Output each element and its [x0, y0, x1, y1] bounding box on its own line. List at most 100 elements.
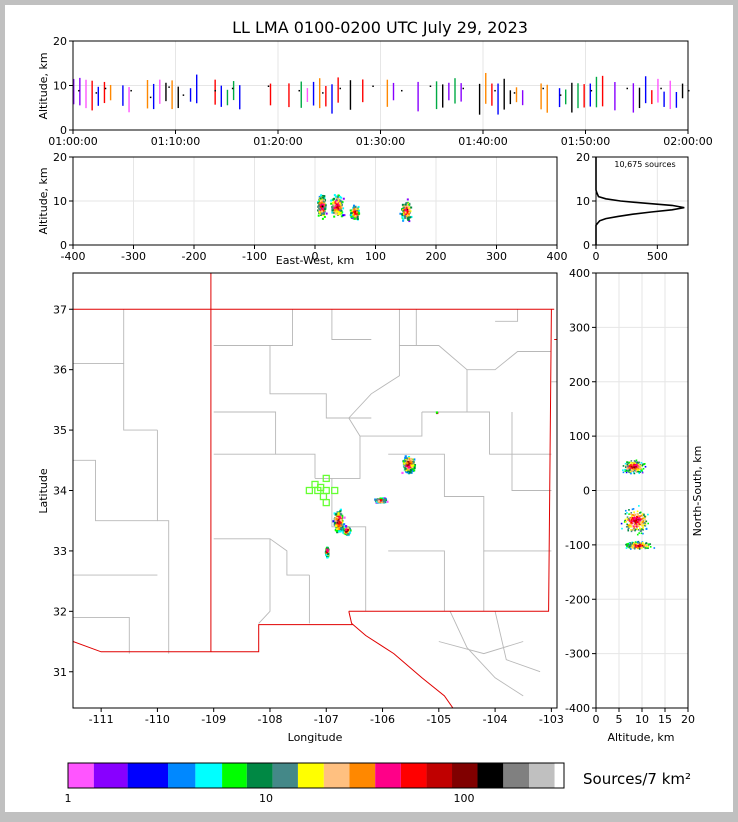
source-cell [630, 519, 633, 522]
source-cell [632, 516, 635, 519]
source-cell [332, 211, 335, 214]
plan-view-sources [324, 411, 439, 559]
source-cell [404, 459, 407, 463]
source-cell [633, 463, 635, 466]
source-cell [626, 543, 628, 545]
source-strip [177, 86, 179, 109]
source-cell [343, 516, 346, 519]
source-strip [325, 85, 327, 107]
source-cell [640, 464, 642, 467]
source-cell [631, 520, 634, 523]
source-cell [639, 521, 642, 523]
county-line [494, 611, 541, 673]
source-cell [404, 457, 407, 460]
source-cell [344, 528, 348, 531]
ew-tick-label: -300 [121, 250, 146, 263]
source-strip [657, 78, 659, 103]
source-cell [406, 463, 409, 466]
source-cell [319, 204, 322, 207]
plan-view-xlabel: Longitude [288, 731, 343, 744]
source-cell [339, 513, 342, 516]
source-strip [319, 78, 321, 109]
source-cell [629, 516, 632, 519]
source-cell [627, 470, 629, 472]
source-cell [320, 194, 323, 197]
source-cell [406, 215, 409, 218]
source-cell [408, 465, 411, 468]
source-strip [159, 79, 161, 104]
source-cell [635, 459, 638, 462]
source-cell [353, 208, 356, 211]
source-cell [624, 518, 627, 521]
source-cell [627, 528, 629, 531]
source-cell [641, 521, 644, 524]
source-cell [639, 543, 641, 546]
source-cell [625, 465, 627, 467]
source-cell [633, 461, 635, 464]
source-cell [339, 203, 342, 206]
source-cell [636, 466, 639, 469]
source-cell [410, 215, 413, 218]
county-line [495, 309, 519, 322]
source-cell [636, 461, 639, 464]
source-cell [340, 196, 343, 199]
source-point [462, 87, 464, 90]
source-cell [629, 544, 632, 547]
ew-altitude-ylabel: Altitude, km [37, 167, 50, 234]
county-line [331, 309, 372, 340]
source-cell [406, 202, 409, 205]
source-cell [631, 515, 633, 518]
source-cell [633, 464, 635, 467]
source-cell [401, 213, 404, 216]
colorbar-swatch [477, 763, 504, 788]
colorbar-swatch [323, 763, 350, 788]
source-strip [540, 83, 542, 110]
source-cell [631, 470, 633, 472]
source-cell [319, 198, 322, 201]
source-cell [357, 211, 360, 214]
source-cell [402, 460, 406, 463]
source-cell [333, 194, 336, 197]
source-cell [335, 513, 338, 516]
source-cell [336, 524, 339, 527]
source-cell [326, 550, 329, 554]
source-cell [321, 207, 324, 210]
latitude-tick-label: 32 [53, 605, 67, 618]
source-cell [626, 512, 628, 514]
source-cell [410, 459, 414, 462]
altitude-tick-label: 10 [635, 713, 649, 726]
source-cell [631, 544, 634, 547]
source-cell [338, 201, 341, 204]
source-cell [638, 470, 640, 473]
ns-tick-label: 300 [569, 321, 590, 334]
source-cell [403, 211, 406, 214]
source-cell [635, 517, 637, 520]
source-cell [628, 513, 630, 515]
source-cell [638, 517, 641, 520]
altitude-ns-ylabel: North-South, km [691, 446, 704, 537]
source-cell [639, 471, 641, 473]
source-cell [636, 521, 639, 524]
source-cell [337, 200, 340, 203]
source-cell [408, 471, 412, 474]
source-point [78, 89, 80, 92]
source-cell [630, 467, 632, 470]
source-cell [629, 523, 632, 525]
colorbar-swatch [349, 763, 376, 788]
source-cell [631, 469, 633, 471]
source-cell [410, 464, 413, 468]
source-cell [635, 542, 637, 545]
source-cell [409, 468, 412, 471]
colorbar-tick-label: 100 [453, 792, 474, 805]
source-strip [152, 83, 155, 110]
source-cell [402, 210, 405, 213]
source-point [322, 92, 324, 94]
altitude-ns-ticks: 0 5 10 15 20 -400 -300 -200 -100 0 100 200 300 400 [565, 267, 695, 726]
time-tick-label: 02:00:00 [663, 135, 712, 148]
source-cell [341, 521, 344, 524]
source-cell [405, 202, 408, 205]
source-cell [339, 508, 342, 511]
source-cell [624, 519, 626, 522]
source-cell [630, 464, 632, 466]
source-cell [403, 206, 406, 209]
